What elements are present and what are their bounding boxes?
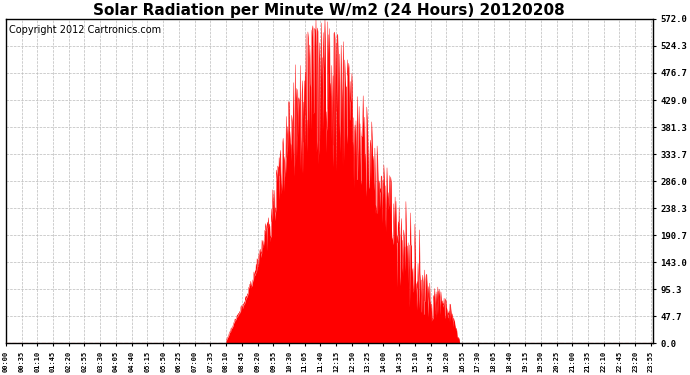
Title: Solar Radiation per Minute W/m2 (24 Hours) 20120208: Solar Radiation per Minute W/m2 (24 Hour…: [93, 3, 565, 18]
Text: Copyright 2012 Cartronics.com: Copyright 2012 Cartronics.com: [9, 26, 161, 35]
